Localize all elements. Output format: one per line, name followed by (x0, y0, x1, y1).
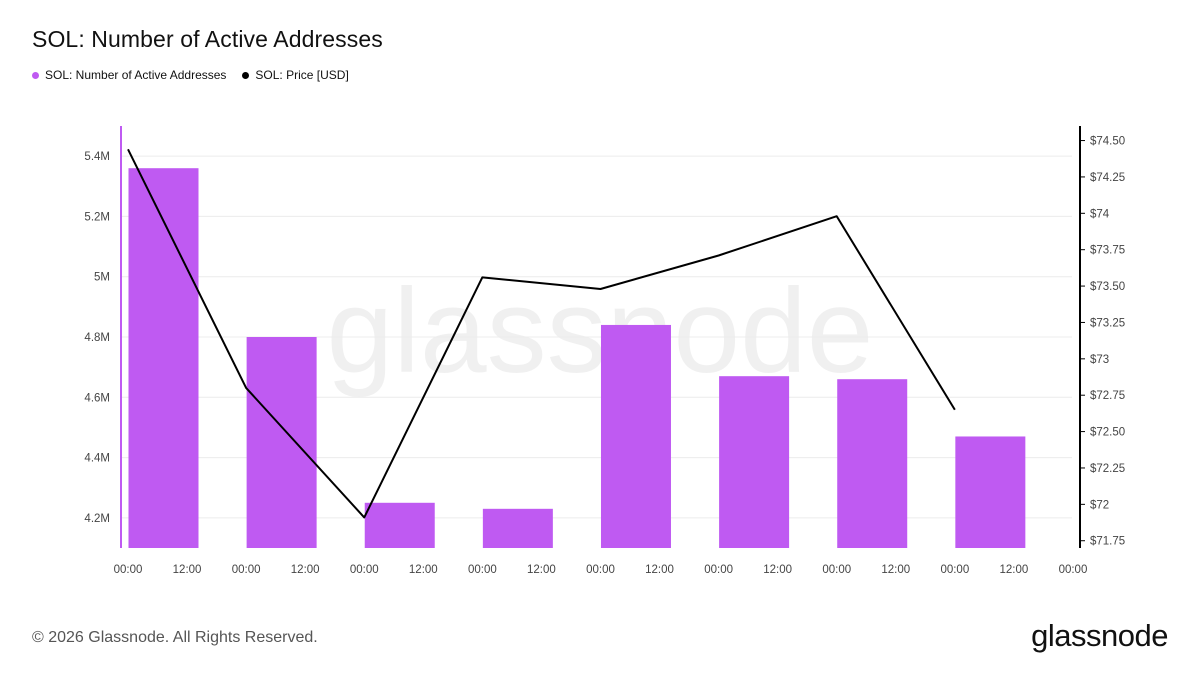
legend-label-active-addresses: SOL: Number of Active Addresses (45, 68, 227, 82)
y-right-tick-label: $73.75 (1090, 245, 1125, 257)
x-tick-label: 00:00 (468, 564, 497, 576)
x-tick-label: 12:00 (763, 564, 792, 576)
y-left-tick-label: 4.6M (84, 392, 110, 404)
x-tick-label: 00:00 (232, 564, 261, 576)
y-right-tick-label: $74.25 (1090, 172, 1125, 184)
y-right-tick-label: $72.25 (1090, 463, 1125, 475)
y-right-ticks: $71.75 $72 $72.25 $72.50 $72.75 $73 $73.25 $73.… (1080, 136, 1125, 548)
x-ticks: 00:00 12:00 00:00 12:00 00:00 12:00 00:00 12:00… (114, 564, 1088, 576)
x-tick-label: 00:00 (704, 564, 733, 576)
y-left-ticks: 4.2M 4.4M 4.6M 4.8M 5M 5.2M 5.4M (84, 151, 110, 525)
y-left-tick-label: 5.4M (84, 151, 110, 163)
chart-title: SOL: Number of Active Addresses (32, 26, 383, 52)
y-left-tick-label: 4.4M (84, 453, 110, 465)
legend: SOL: Number of Active Addresses SOL: Pri… (32, 68, 349, 82)
bar-6 (837, 379, 908, 548)
bar-4 (600, 324, 671, 548)
legend-dot-price (242, 71, 250, 79)
y-right-tick-label: $71.75 (1090, 536, 1125, 548)
legend-item-price[interactable]: SOL: Price [USD] (242, 68, 349, 82)
x-tick-label: 12:00 (1000, 564, 1029, 576)
x-tick-label: 00:00 (586, 564, 615, 576)
axes (120, 126, 1081, 548)
legend-label-price: SOL: Price [USD] (255, 68, 349, 82)
bar-5 (719, 376, 790, 548)
bar-2 (364, 502, 435, 548)
y-left-tick-label: 4.8M (84, 332, 110, 344)
x-tick-label: 12:00 (409, 564, 438, 576)
y-right-tick-label: $73.50 (1090, 281, 1125, 293)
x-tick-label: 00:00 (114, 564, 143, 576)
y-right-tick-label: $72.75 (1090, 390, 1125, 402)
chart-area: glassnode 4.2M 4.4M 4.6M 4.8M 5M 5.2M 5.4M $71… (84, 126, 1125, 576)
x-tick-label: 00:00 (350, 564, 379, 576)
y-right-tick-label: $72 (1090, 499, 1109, 511)
bar-0 (128, 168, 199, 548)
x-tick-label: 00:00 (1059, 564, 1088, 576)
x-tick-label: 12:00 (527, 564, 556, 576)
bar-3 (482, 508, 553, 548)
y-left-tick-label: 5.2M (84, 211, 110, 223)
y-right-tick-label: $72.50 (1090, 427, 1125, 439)
watermark: glassnode (326, 264, 873, 398)
x-tick-label: 12:00 (645, 564, 674, 576)
bars (128, 168, 1026, 548)
price-line (127, 148, 956, 519)
bar-7 (955, 436, 1026, 548)
x-tick-label: 00:00 (822, 564, 851, 576)
y-right-tick-label: $74 (1090, 208, 1110, 220)
y-right-tick-label: $74.50 (1090, 136, 1125, 148)
x-tick-label: 12:00 (881, 564, 910, 576)
legend-dot-active-addresses (32, 71, 39, 79)
y-left-tick-label: 4.2M (84, 513, 110, 525)
x-tick-label: 12:00 (291, 564, 320, 576)
glassnode-logo[interactable]: glassnode (1031, 618, 1168, 653)
y-left-tick-label: 5M (94, 272, 110, 284)
footer-copyright: © 2026 Glassnode. All Rights Reserved. (32, 629, 318, 646)
bar-1 (246, 337, 317, 548)
y-right-tick-label: $73 (1090, 354, 1109, 366)
x-tick-label: 00:00 (940, 564, 969, 576)
x-tick-label: 12:00 (173, 564, 202, 576)
legend-item-active-addresses[interactable]: SOL: Number of Active Addresses (32, 68, 226, 82)
y-right-tick-label: $73.25 (1090, 317, 1125, 329)
